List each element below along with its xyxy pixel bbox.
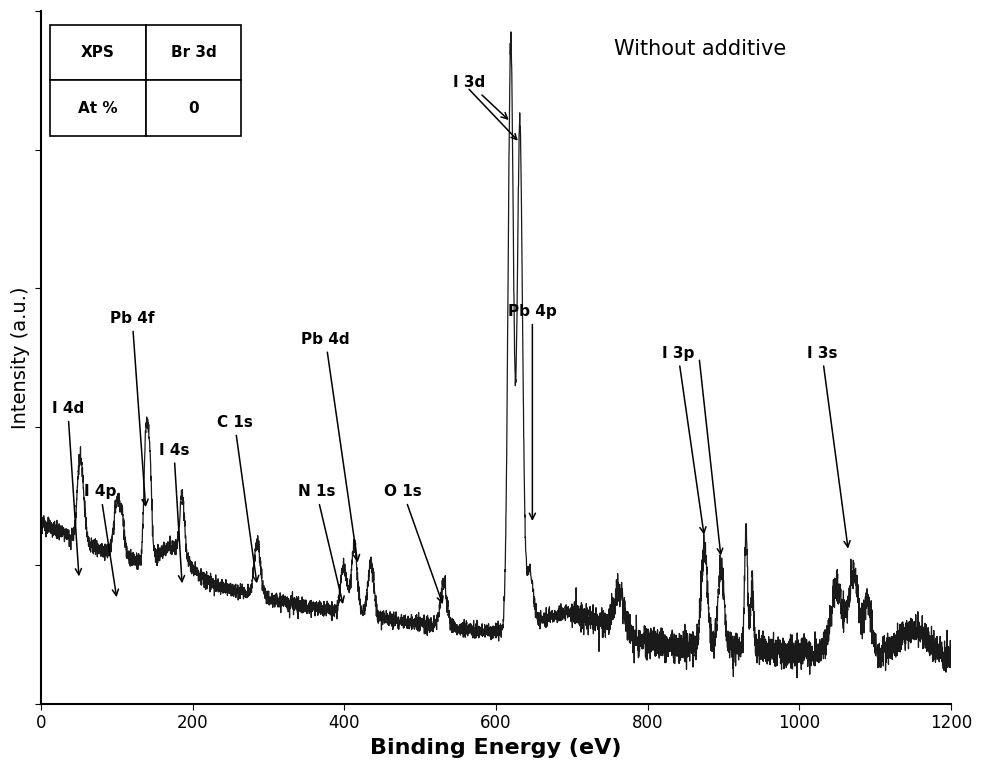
Text: Pb 4d: Pb 4d: [301, 331, 360, 561]
Text: I 3p: I 3p: [662, 345, 706, 533]
Text: C 1s: C 1s: [216, 414, 259, 581]
Text: O 1s: O 1s: [384, 484, 443, 603]
Text: Without additive: Without additive: [614, 38, 786, 58]
Text: I 4p: I 4p: [85, 484, 118, 595]
Text: N 1s: N 1s: [298, 484, 344, 603]
Text: Pb 4p: Pb 4p: [508, 304, 556, 519]
Text: I 4s: I 4s: [158, 442, 189, 581]
X-axis label: Binding Energy (eV): Binding Energy (eV): [371, 738, 621, 758]
Text: I 3d: I 3d: [453, 75, 507, 119]
Text: I 3s: I 3s: [807, 345, 850, 547]
Text: Pb 4f: Pb 4f: [110, 311, 154, 505]
Text: I 4d: I 4d: [52, 401, 84, 574]
Y-axis label: Intensity (a.u.): Intensity (a.u.): [11, 286, 30, 429]
